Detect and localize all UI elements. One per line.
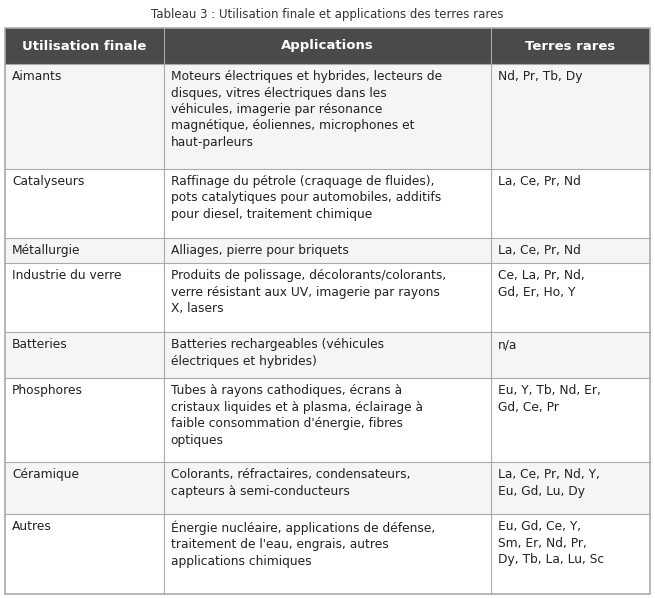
- Text: Industrie du verre: Industrie du verre: [12, 269, 121, 282]
- Bar: [5, 238, 650, 263]
- Text: Applications: Applications: [281, 39, 374, 53]
- Text: Catalyseurs: Catalyseurs: [12, 175, 84, 188]
- Text: n/a: n/a: [498, 338, 517, 351]
- Text: La, Ce, Pr, Nd: La, Ce, Pr, Nd: [498, 175, 581, 188]
- Text: Terres rares: Terres rares: [525, 39, 616, 53]
- Text: Nd, Pr, Tb, Dy: Nd, Pr, Tb, Dy: [498, 70, 583, 83]
- Text: Alliages, pierre pour briquets: Alliages, pierre pour briquets: [171, 244, 348, 257]
- Text: La, Ce, Pr, Nd, Y,
Eu, Gd, Lu, Dy: La, Ce, Pr, Nd, Y, Eu, Gd, Lu, Dy: [498, 468, 600, 498]
- Text: Métallurgie: Métallurgie: [12, 244, 81, 257]
- Text: Produits de polissage, décolorants/colorants,
verre résistant aux UV, imagerie p: Produits de polissage, décolorants/color…: [171, 269, 446, 315]
- Text: Céramique: Céramique: [12, 468, 79, 481]
- Bar: [5, 28, 650, 64]
- Text: Colorants, réfractaires, condensateurs,
capteurs à semi-conducteurs: Colorants, réfractaires, condensateurs, …: [171, 468, 410, 498]
- Bar: [5, 332, 650, 378]
- Bar: [5, 263, 650, 332]
- Text: Raffinage du pétrole (craquage de fluides),
pots catalytiques pour automobiles, : Raffinage du pétrole (craquage de fluide…: [171, 175, 441, 221]
- Text: Eu, Gd, Ce, Y,
Sm, Er, Nd, Pr,
Dy, Tb, La, Lu, Sc: Eu, Gd, Ce, Y, Sm, Er, Nd, Pr, Dy, Tb, L…: [498, 520, 605, 566]
- Bar: [5, 514, 650, 594]
- Bar: [5, 462, 650, 514]
- Text: La, Ce, Pr, Nd: La, Ce, Pr, Nd: [498, 244, 581, 257]
- Text: Ce, La, Pr, Nd,
Gd, Er, Ho, Y: Ce, La, Pr, Nd, Gd, Er, Ho, Y: [498, 269, 585, 298]
- Text: Autres: Autres: [12, 520, 52, 533]
- Bar: [5, 169, 650, 238]
- Text: Moteurs électriques et hybrides, lecteurs de
disques, vitres électriques dans le: Moteurs électriques et hybrides, lecteur…: [171, 70, 442, 149]
- Text: Phosphores: Phosphores: [12, 385, 83, 397]
- Text: Utilisation finale: Utilisation finale: [22, 39, 147, 53]
- Bar: [5, 64, 650, 169]
- Text: Batteries rechargeables (véhicules
électriques et hybrides): Batteries rechargeables (véhicules élect…: [171, 338, 384, 368]
- Text: Énergie nucléaire, applications de défense,
traitement de l'eau, engrais, autres: Énergie nucléaire, applications de défen…: [171, 520, 435, 568]
- Text: Eu, Y, Tb, Nd, Er,
Gd, Ce, Pr: Eu, Y, Tb, Nd, Er, Gd, Ce, Pr: [498, 385, 601, 414]
- Text: Batteries: Batteries: [12, 338, 67, 351]
- Text: Aimants: Aimants: [12, 70, 62, 83]
- Text: Tableau 3 : Utilisation finale et applications des terres rares: Tableau 3 : Utilisation finale et applic…: [151, 8, 504, 21]
- Text: Tubes à rayons cathodiques, écrans à
cristaux liquides et à plasma, éclairage à
: Tubes à rayons cathodiques, écrans à cri…: [171, 385, 422, 447]
- Bar: [5, 378, 650, 462]
